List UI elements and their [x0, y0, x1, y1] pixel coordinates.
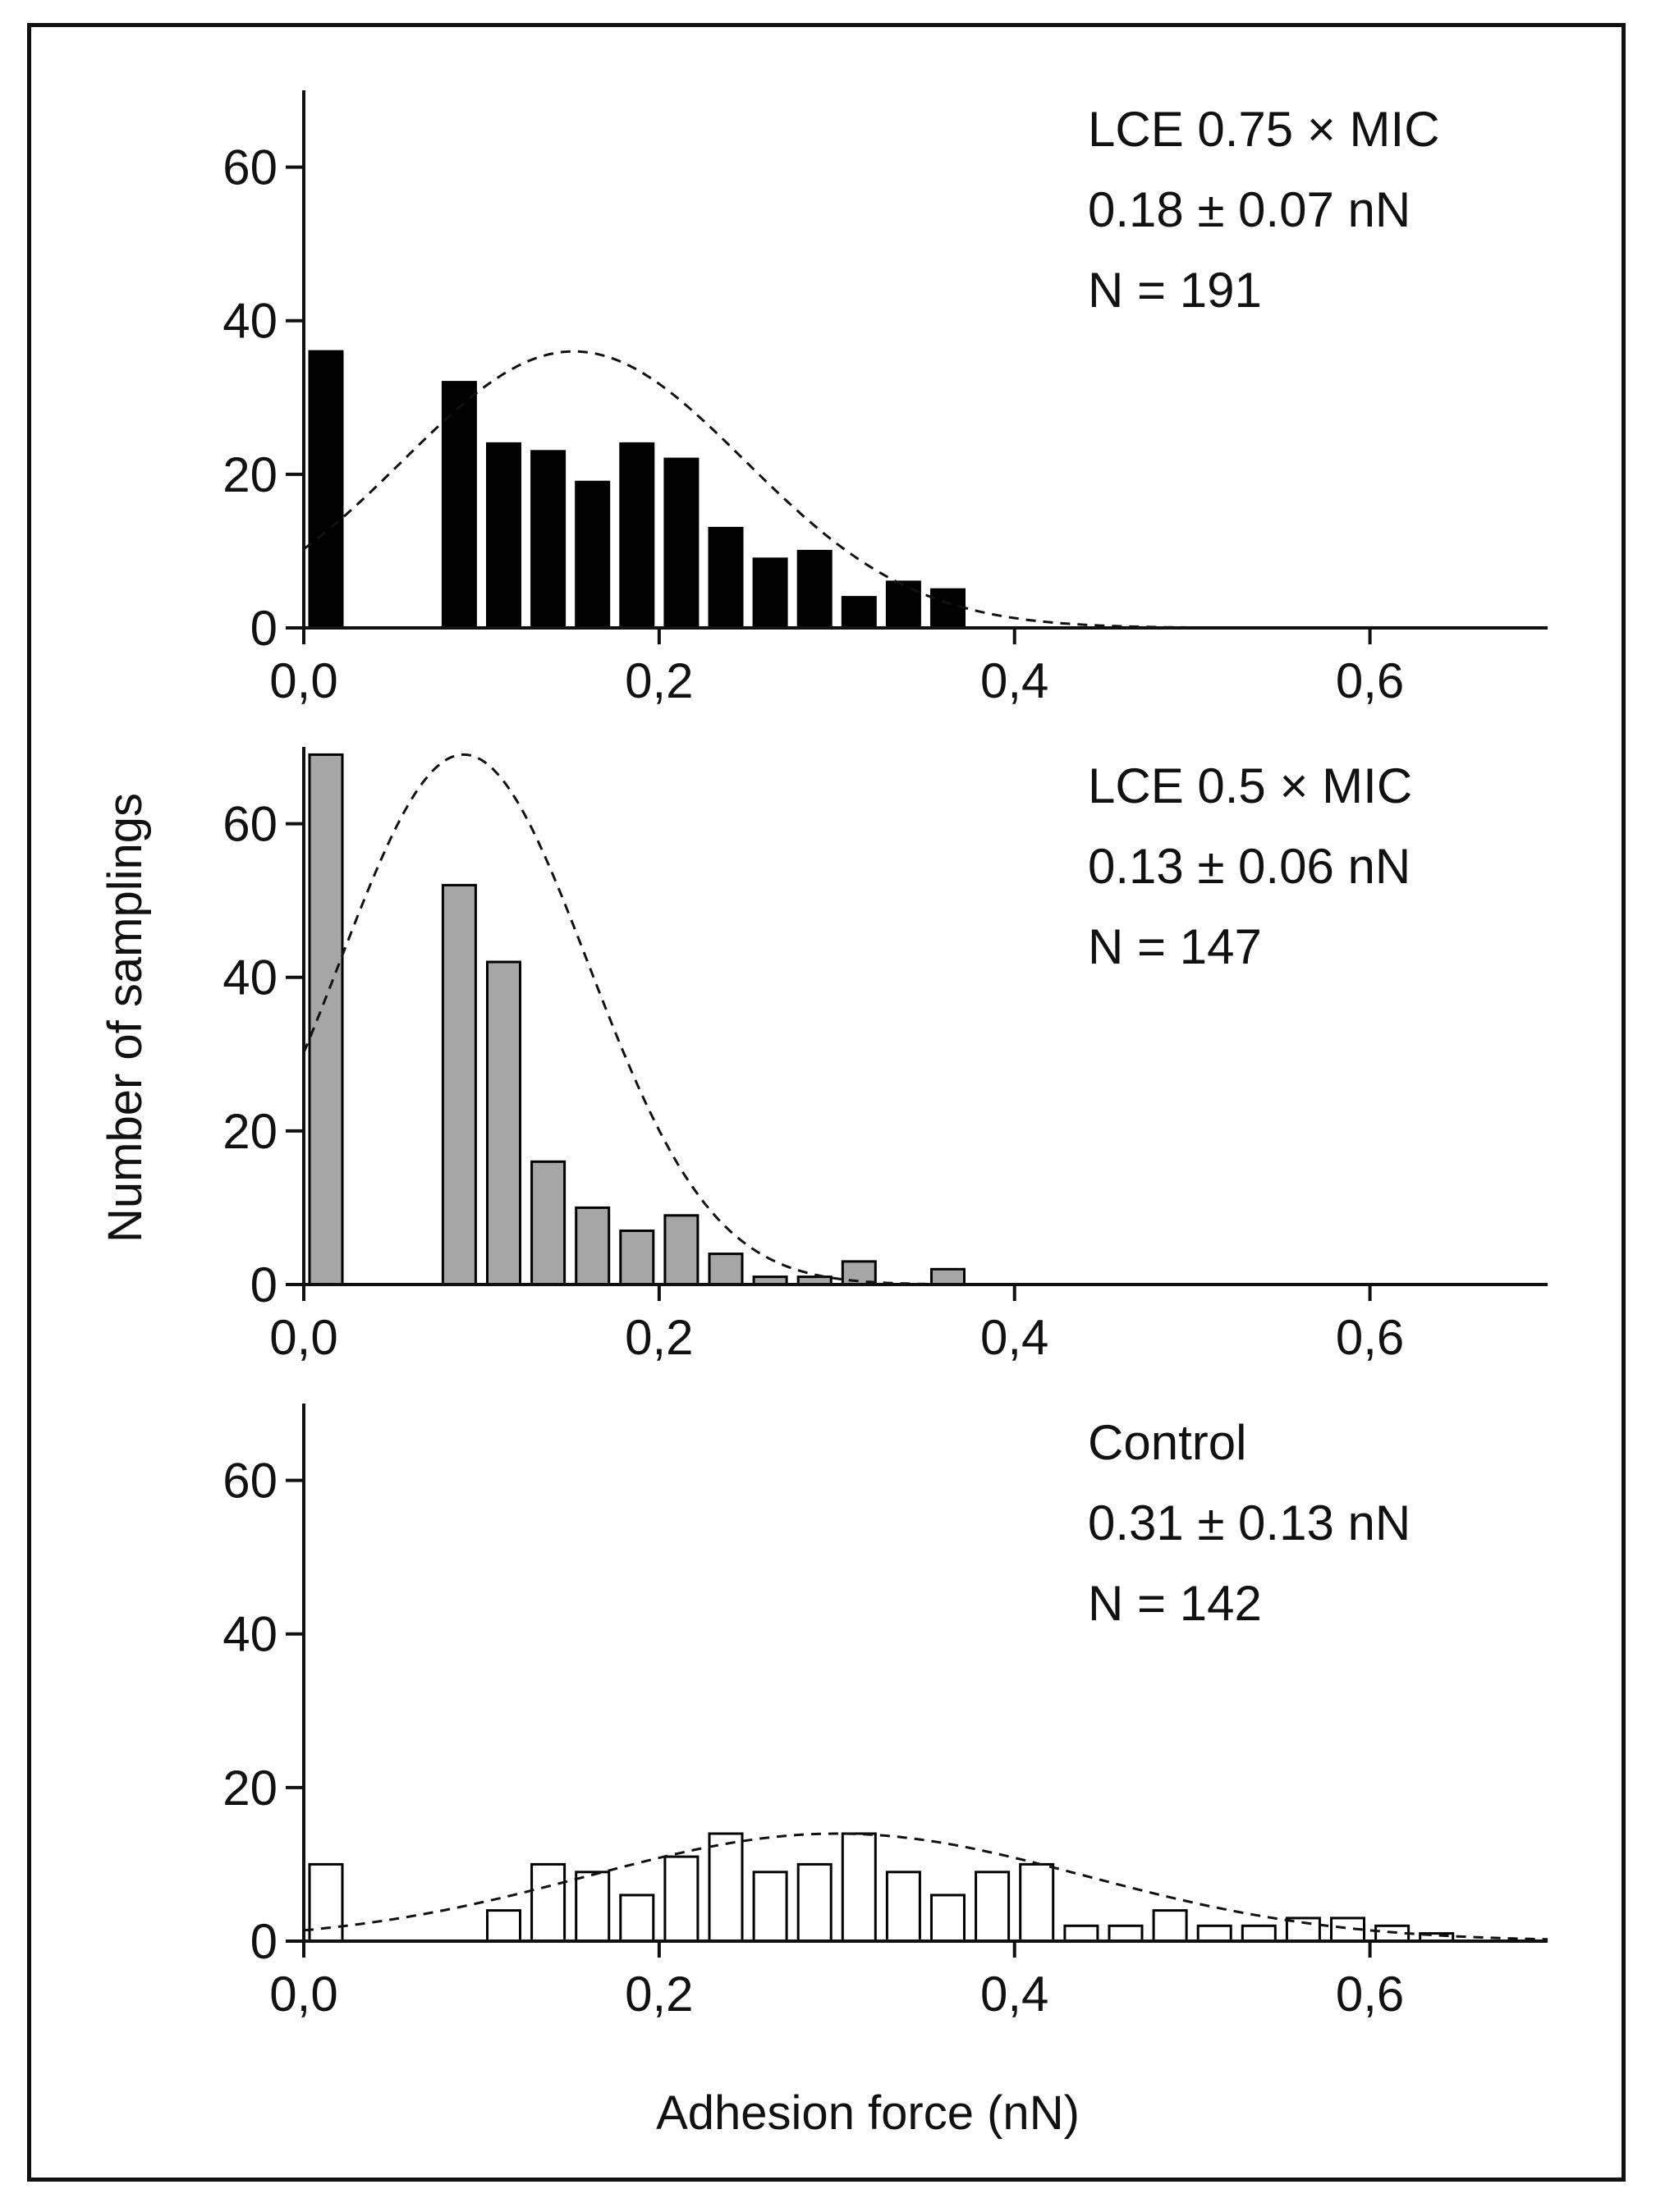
- x-tick-label: 0,6: [1336, 653, 1404, 708]
- y-tick-label: 40: [222, 294, 278, 349]
- histogram-bar: [619, 1230, 655, 1286]
- annotation-line: LCE 0.75 × MIC: [1088, 102, 1440, 157]
- x-tick-label: 0,4: [980, 1310, 1048, 1365]
- histogram-bar: [841, 1832, 877, 1943]
- histogram-bar: [975, 1871, 1011, 1943]
- annotation-line: 0.18 ± 0.07 nN: [1088, 182, 1411, 237]
- histogram-bar: [708, 1253, 744, 1286]
- histogram-bar: [841, 596, 877, 630]
- x-tick-label: 0,0: [269, 1967, 337, 2022]
- histogram-bar: [930, 1267, 966, 1286]
- y-tick-label: 60: [222, 797, 278, 852]
- y-axis-label: Number of samplings: [99, 793, 152, 1243]
- y-tick-label: 40: [222, 950, 278, 1005]
- histogram-bar: [1019, 1862, 1055, 1943]
- panel-control: 0 20 40 60 0,0 0,2 0,4 0,6 Control 0.31 ± 0.13 nN…: [222, 1404, 1548, 2022]
- gaussian-fit-curve: [303, 1832, 1548, 1941]
- annotation-line: 0.13 ± 0.06 nN: [1088, 839, 1411, 894]
- histogram-bar: [796, 549, 833, 630]
- histogram-bar: [930, 1894, 966, 1943]
- histogram-bar: [441, 883, 477, 1286]
- histogram-bar: [308, 753, 344, 1286]
- annotation-line: 0.31 ± 0.13 nN: [1088, 1495, 1411, 1550]
- y-tick-label: 0: [250, 1257, 278, 1312]
- annotation-line: N = 142: [1088, 1576, 1262, 1631]
- y-tick-label: 20: [222, 1104, 278, 1159]
- histogram-bar: [575, 1206, 611, 1286]
- histogram-bar: [575, 480, 611, 630]
- y-tick-label: 60: [222, 140, 278, 195]
- histogram-bar: [930, 588, 966, 630]
- histogram-bar: [708, 526, 744, 630]
- histogram-bar: [530, 450, 567, 630]
- histogram-bar: [486, 960, 521, 1286]
- histogram-bar: [575, 1871, 611, 1943]
- histogram-bar: [619, 442, 655, 630]
- x-tick-label: 0,2: [625, 1310, 693, 1365]
- x-tick-label: 0,4: [980, 1967, 1048, 2022]
- figure-frame: [27, 23, 1626, 2182]
- histogram-bar: [796, 1862, 833, 1943]
- histogram-bar: [663, 1855, 700, 1943]
- x-tick-label: 0,2: [625, 653, 693, 708]
- histogram-bar: [619, 1894, 655, 1943]
- y-tick-label: 40: [222, 1607, 278, 1662]
- y-tick-label: 0: [250, 1914, 278, 1969]
- histogram-bar: [486, 442, 521, 630]
- annotation-line: LCE 0.5 × MIC: [1088, 758, 1412, 813]
- x-tick-label: 0,0: [269, 1310, 337, 1365]
- panel-lce-075: 0 20 40 60 0,0 0,2 0,4 0,6 LCE 0.75 × MIC 0.18 ± …: [222, 90, 1548, 708]
- histogram-bar: [708, 1832, 744, 1943]
- x-tick-label: 0,0: [269, 653, 337, 708]
- x-tick-label: 0,6: [1336, 1310, 1404, 1365]
- y-tick-label: 60: [222, 1454, 278, 1509]
- histogram-bar: [752, 1871, 788, 1943]
- panels: 0 20 40 60 0,0 0,2 0,4 0,6 LCE 0.75 × MIC 0.18 ± …: [222, 90, 1548, 2022]
- histogram-bar: [308, 1862, 344, 1943]
- gaussian-fit-curve: [302, 753, 926, 1285]
- y-tick-label: 0: [250, 601, 278, 656]
- histogram-bar: [1108, 1924, 1144, 1943]
- x-tick-label: 0,2: [625, 1967, 693, 2022]
- histogram-bar: [885, 1871, 921, 1943]
- y-tick-label: 20: [222, 447, 278, 502]
- annotation-line: N = 191: [1088, 263, 1262, 318]
- histogram-bar: [663, 1214, 700, 1286]
- histogram-bar: [486, 1909, 521, 1943]
- annotation-line: Control: [1088, 1415, 1246, 1470]
- histogram-bar: [885, 580, 921, 630]
- x-axis-label: Adhesion force (nN): [656, 2086, 1080, 2140]
- annotation-line: N = 147: [1088, 919, 1262, 974]
- histogram-bar: [663, 457, 700, 630]
- histogram-bar: [752, 557, 788, 630]
- x-tick-label: 0,4: [980, 653, 1048, 708]
- panel-lce-05: 0 20 40 60 0,0 0,2 0,4 0,6 LCE 0.5 × MIC 0.13 ± 0…: [222, 747, 1548, 1365]
- histogram-bar: [308, 350, 344, 630]
- histogram-bar: [530, 1160, 567, 1286]
- histogram-bar: [1196, 1924, 1232, 1943]
- histogram-bar: [530, 1862, 567, 1943]
- histogram-bar: [1241, 1924, 1277, 1943]
- gaussian-fit-curve: [303, 350, 1193, 629]
- histogram-bar: [1152, 1909, 1188, 1943]
- y-tick-label: 20: [222, 1761, 278, 1816]
- histogram-bar: [1063, 1924, 1099, 1943]
- x-tick-label: 0,6: [1336, 1967, 1404, 2022]
